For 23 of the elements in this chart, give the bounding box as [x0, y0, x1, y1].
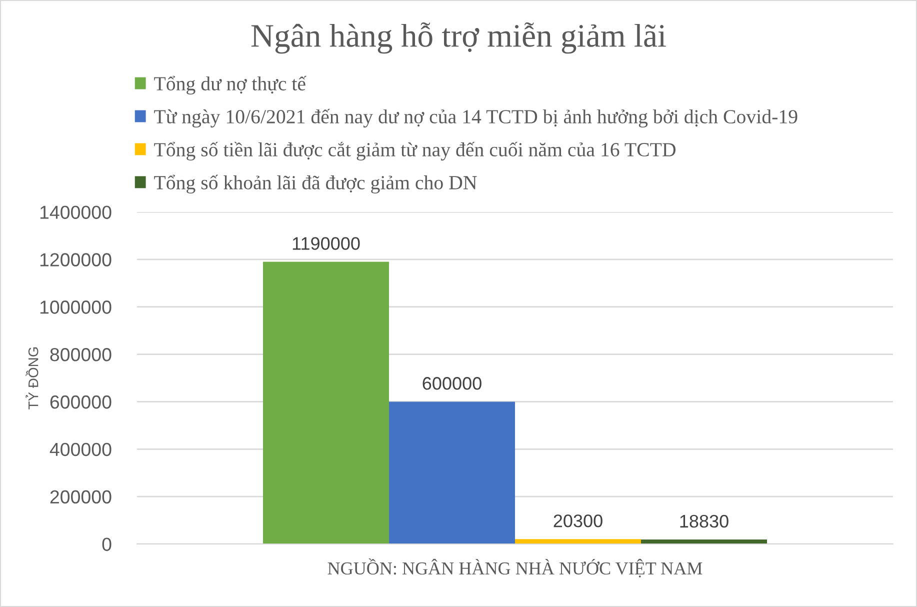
y-axis-title: TỶ ĐỒNG — [26, 347, 38, 410]
y-tick-label: 800000 — [50, 348, 112, 362]
chart-title: Ngân hàng hỗ trợ miễn giảm lãi — [251, 22, 666, 54]
legend-label: Tổng số khoản lãi đã được giảm cho DN — [154, 174, 477, 194]
y-tick-label: 1000000 — [40, 300, 112, 314]
data-label: 20300 — [554, 514, 602, 528]
y-tick-label: 0 — [102, 538, 112, 551]
y-tick-label: 400000 — [50, 442, 112, 456]
bar — [263, 262, 389, 544]
y-tick-label: 600000 — [50, 395, 112, 409]
bar — [389, 402, 515, 544]
legend-label: Tổng dư nợ thực tế — [154, 76, 306, 95]
bar — [515, 539, 641, 544]
y-tick-label: 1200000 — [40, 253, 112, 266]
data-label: 1190000 — [292, 237, 360, 250]
data-label: 18830 — [680, 514, 728, 528]
x-tick-label: NGUỒN: NGÂN HÀNG NHÀ NƯỚC VIỆT NAM — [328, 558, 702, 578]
bar — [641, 540, 767, 544]
legend-label: Tổng số tiền lãi được cắt giảm từ nay đến cuối năm của 16 TCTD — [154, 142, 676, 160]
legend-label: Từ ngày 10/6/2021 đến nay dư nợ của 14 TCTD bị ảnh hưởng bởi dịch Covid-19 — [154, 108, 798, 128]
y-tick-label: 1400000 — [40, 206, 112, 219]
data-label: 600000 — [422, 377, 482, 390]
y-tick-label: 200000 — [50, 490, 112, 504]
